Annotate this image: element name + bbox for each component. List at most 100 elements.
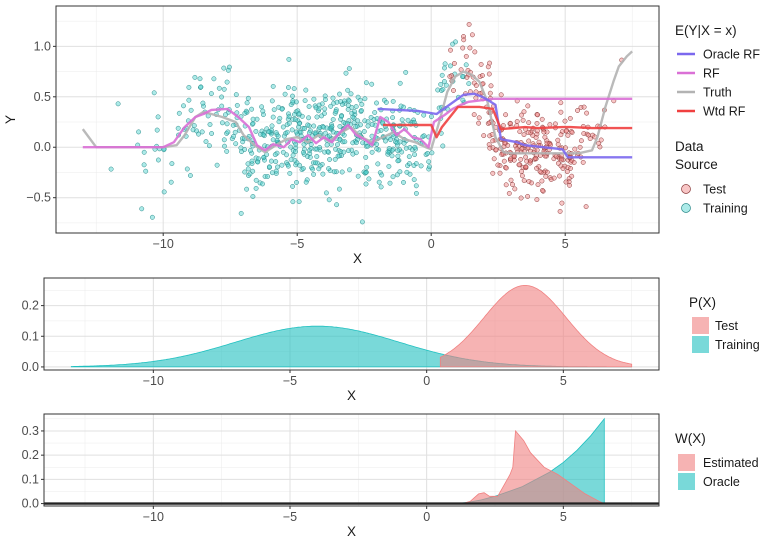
training-point <box>322 106 328 112</box>
training-point <box>343 70 349 76</box>
training-point <box>229 136 235 142</box>
x-tick-label: −10 <box>153 237 174 251</box>
test-point <box>537 169 543 174</box>
training-point <box>286 56 292 62</box>
test-point <box>534 120 540 126</box>
training-point <box>324 142 330 148</box>
plot-background <box>56 6 659 233</box>
training-point <box>387 180 393 186</box>
training-point <box>296 124 302 130</box>
x-tick-label: 5 <box>562 237 569 251</box>
training-point <box>139 206 145 212</box>
training-point <box>332 156 338 162</box>
test-point <box>447 74 453 79</box>
training-point <box>365 143 371 149</box>
training-point <box>322 93 328 99</box>
training-point <box>365 119 371 125</box>
training-point <box>304 177 310 183</box>
test-point <box>490 138 496 144</box>
training-point <box>280 124 286 130</box>
training-point <box>273 168 279 174</box>
training-point <box>403 69 409 75</box>
training-point <box>442 61 448 67</box>
training-point <box>337 91 342 97</box>
x-tick-label: 0 <box>423 510 430 524</box>
training-point <box>378 184 384 190</box>
training-point <box>260 108 266 114</box>
legend-label: Truth <box>703 86 732 100</box>
training-point <box>342 139 348 145</box>
training-point <box>246 133 252 139</box>
training-point <box>354 137 360 143</box>
training-point <box>398 103 404 109</box>
test-point <box>571 160 577 165</box>
training-point <box>406 154 412 160</box>
training-point <box>269 98 275 104</box>
training-point <box>460 97 466 103</box>
training-point <box>295 118 301 124</box>
test-point <box>547 122 553 128</box>
y-tick-label: 0.1 <box>22 472 39 486</box>
test-point <box>519 112 524 118</box>
test-point <box>534 197 540 203</box>
training-point <box>300 149 306 155</box>
training-point <box>395 158 401 164</box>
test-point <box>544 140 550 146</box>
training-point <box>340 139 346 145</box>
training-point <box>186 97 192 103</box>
test-point <box>529 180 534 186</box>
test-point <box>487 60 493 66</box>
training-point <box>155 114 161 120</box>
training-point <box>317 124 323 130</box>
training-point <box>389 153 395 159</box>
training-point <box>221 137 227 143</box>
training-point <box>303 179 309 185</box>
test-point <box>518 156 524 162</box>
training-point <box>200 100 206 106</box>
x-tick-label: 0 <box>423 374 430 388</box>
legend-label: Test <box>703 183 726 197</box>
test-point <box>481 133 487 139</box>
training-point <box>399 117 405 123</box>
training-point <box>426 159 432 165</box>
training-point <box>199 129 205 135</box>
test-point <box>552 121 558 127</box>
training-point <box>188 107 194 113</box>
training-point <box>395 153 401 159</box>
training-point <box>302 98 308 104</box>
training-point <box>355 118 361 124</box>
test-point <box>461 37 467 43</box>
training-point <box>149 214 155 220</box>
training-point <box>355 173 361 179</box>
training-point <box>360 140 366 146</box>
training-point <box>390 174 396 180</box>
weight-area-estimated <box>71 429 605 504</box>
training-point <box>303 87 309 93</box>
legend-label: Training <box>703 202 748 216</box>
test-point <box>490 170 496 176</box>
training-point <box>308 142 314 147</box>
test-point <box>503 112 509 118</box>
test-point <box>479 73 485 78</box>
x-tick-label: −5 <box>290 237 304 251</box>
test-point <box>487 145 493 151</box>
test-point <box>463 53 469 59</box>
training-point <box>358 122 363 128</box>
test-point <box>558 109 564 115</box>
training-point <box>374 100 379 106</box>
training-point <box>404 169 410 175</box>
legend-label: Test <box>715 319 738 333</box>
training-point <box>386 146 392 151</box>
panel-border <box>55 5 660 234</box>
training-point <box>463 62 469 68</box>
test-point <box>451 60 457 66</box>
test-point <box>511 154 517 160</box>
test-point <box>563 179 569 185</box>
y-tick-label: 0.3 <box>22 424 39 438</box>
test-point <box>540 188 546 194</box>
test-point <box>520 117 526 123</box>
training-point <box>322 149 328 155</box>
training-point <box>192 74 198 80</box>
training-point <box>326 197 332 203</box>
test-point <box>567 115 573 121</box>
